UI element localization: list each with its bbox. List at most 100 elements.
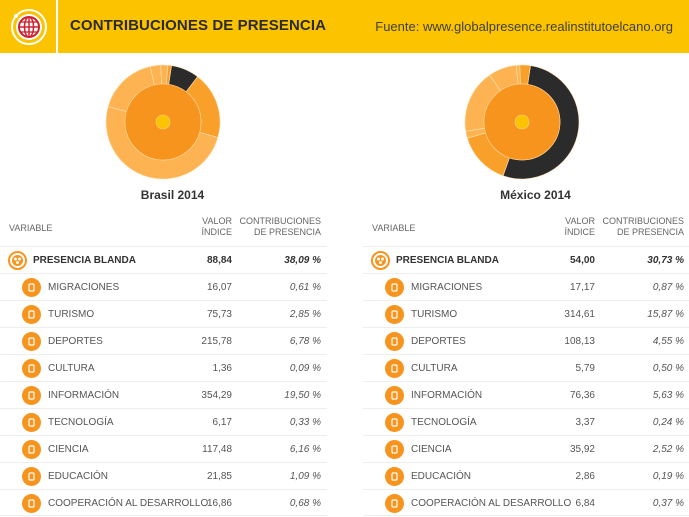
table-row[interactable]: EDUCACIÓN 2,86 0,19 % <box>363 462 689 489</box>
olympic-rings-icon <box>385 332 404 351</box>
table-row[interactable]: INFORMACIÓN 76,36 5,63 % <box>363 381 689 408</box>
soft-presence-icon <box>8 251 27 270</box>
row-valor: 54,00 <box>569 255 595 266</box>
row-contribution: 2,52 % <box>652 444 684 455</box>
row-name: EDUCACIÓN <box>411 471 472 482</box>
technology-icon <box>22 413 41 432</box>
row-contribution: 0,09 % <box>289 363 321 374</box>
table-row[interactable]: COOPERACIÓN AL DESARROLLO 16,86 0,68 % <box>0 489 327 516</box>
table-row[interactable]: DEPORTES 215,78 6,78 % <box>0 327 327 354</box>
row-valor: 108,13 <box>564 336 595 347</box>
technology-icon <box>385 413 404 432</box>
row-name: EDUCACIÓN <box>48 471 109 482</box>
graduate-icon <box>385 467 404 486</box>
row-valor: 314,61 <box>564 309 595 320</box>
row-contribution: 0,24 % <box>652 417 684 428</box>
logo <box>0 0 58 53</box>
row-contribution: 0,19 % <box>652 471 684 482</box>
table-row[interactable]: PRESENCIA BLANDA 88,84 38,09 % <box>0 246 327 273</box>
header-contrib: CONTRIBUCIONES DE PRESENCIA <box>239 216 321 238</box>
header-contrib: CONTRIBUCIONES DE PRESENCIA <box>602 216 684 238</box>
header-contrib-line2: DE PRESENCIA <box>253 227 321 237</box>
luggage-icon <box>22 305 41 324</box>
table-row[interactable]: TECNOLOGÍA 6,17 0,33 % <box>0 408 327 435</box>
table-row[interactable]: PRESENCIA BLANDA 54,00 30,73 % <box>363 246 689 273</box>
table-row[interactable]: MIGRACIONES 17,17 0,87 % <box>363 273 689 300</box>
row-valor: 6,84 <box>575 498 595 509</box>
row-contribution: 0,50 % <box>652 363 684 374</box>
row-contribution: 6,16 % <box>289 444 321 455</box>
row-contribution: 30,73 % <box>647 255 684 266</box>
row-contribution: 0,37 % <box>652 498 684 509</box>
row-name: MIGRACIONES <box>411 282 483 293</box>
row-contribution: 6,78 % <box>289 336 321 347</box>
row-contribution: 19,50 % <box>284 390 321 401</box>
table-row[interactable]: CIENCIA 35,92 2,52 % <box>363 435 689 462</box>
row-name: DEPORTES <box>411 336 466 347</box>
information-icon <box>22 386 41 405</box>
row-valor: 215,78 <box>201 336 232 347</box>
table-header: VARIABLE VALOR ÍNDICE CONTRIBUCIONES DE PR… <box>0 213 327 246</box>
row-valor: 75,73 <box>206 309 232 320</box>
header-bar: CONTRIBUCIONES DE PRESENCIA Fuente: www.… <box>0 0 689 53</box>
table-row[interactable]: MIGRACIONES 16,07 0,61 % <box>0 273 327 300</box>
clapperboard-icon <box>385 359 404 378</box>
graduate-icon <box>22 467 41 486</box>
table-row[interactable]: TECNOLOGÍA 3,37 0,24 % <box>363 408 689 435</box>
header-contrib-line1: CONTRIBUCIONES <box>602 216 684 226</box>
row-name: TURISMO <box>48 309 95 320</box>
row-valor: 6,17 <box>212 417 232 428</box>
people-icon <box>385 494 404 513</box>
source-text: Fuente: www.globalpresence.realinstituto… <box>375 19 673 34</box>
dna-icon <box>22 440 41 459</box>
table-header: VARIABLE VALOR ÍNDICE CONTRIBUCIONES DE PR… <box>363 213 689 246</box>
panel-mexico: México 2014 VARIABLE VALOR ÍNDICE CONTRIB… <box>363 53 689 517</box>
header-valor: VALOR ÍNDICE <box>201 216 232 238</box>
soft-presence-icon <box>371 251 390 270</box>
table-row[interactable]: TURISMO 75,73 2,85 % <box>0 300 327 327</box>
header-contrib-line2: DE PRESENCIA <box>616 227 684 237</box>
row-contribution: 0,87 % <box>652 282 684 293</box>
row-valor: 17,17 <box>569 282 595 293</box>
header-valor-line1: VALOR <box>202 216 232 226</box>
row-name: TECNOLOGÍA <box>411 417 477 428</box>
chart-title: México 2014 <box>500 188 571 202</box>
row-contribution: 0,68 % <box>289 498 321 509</box>
row-name: CULTURA <box>411 363 458 374</box>
row-contribution: 5,63 % <box>652 390 684 401</box>
table-row[interactable]: INFORMACIÓN 354,29 19,50 % <box>0 381 327 408</box>
table-row[interactable]: CULTURA 5,79 0,50 % <box>363 354 689 381</box>
center-dot <box>514 114 530 130</box>
dna-icon <box>385 440 404 459</box>
row-valor: 1,36 <box>212 363 232 374</box>
table-row[interactable]: COOPERACIÓN AL DESARROLLO 6,84 0,37 % <box>363 489 689 516</box>
row-contribution: 0,61 % <box>289 282 321 293</box>
row-contribution: 4,55 % <box>652 336 684 347</box>
olympic-rings-icon <box>22 332 41 351</box>
table-row[interactable]: DEPORTES 108,13 4,55 % <box>363 327 689 354</box>
migration-icon <box>22 278 41 297</box>
table-row[interactable]: EDUCACIÓN 21,85 1,09 % <box>0 462 327 489</box>
clapperboard-icon <box>22 359 41 378</box>
table-row[interactable]: CULTURA 1,36 0,09 % <box>0 354 327 381</box>
row-contribution: 0,33 % <box>289 417 321 428</box>
center-dot <box>155 114 171 130</box>
table-row[interactable]: CIENCIA 117,48 6,16 % <box>0 435 327 462</box>
row-name: DEPORTES <box>48 336 103 347</box>
table-body: PRESENCIA BLANDA 54,00 30,73 % MIGRACIONES 1… <box>363 246 689 516</box>
row-name: CIENCIA <box>48 444 89 455</box>
row-name: CIENCIA <box>411 444 452 455</box>
luggage-icon <box>385 305 404 324</box>
row-valor: 16,86 <box>206 498 232 509</box>
row-valor: 2,86 <box>575 471 595 482</box>
header-contrib-line1: CONTRIBUCIONES <box>239 216 321 226</box>
donut-chart-brasil <box>105 64 221 180</box>
table-row[interactable]: TURISMO 314,61 15,87 % <box>363 300 689 327</box>
information-icon <box>385 386 404 405</box>
migration-icon <box>385 278 404 297</box>
row-valor: 354,29 <box>201 390 232 401</box>
row-contribution: 15,87 % <box>647 309 684 320</box>
header-valor: VALOR ÍNDICE <box>564 216 595 238</box>
row-name: INFORMACIÓN <box>411 390 483 401</box>
header-variable: VARIABLE <box>372 223 416 233</box>
